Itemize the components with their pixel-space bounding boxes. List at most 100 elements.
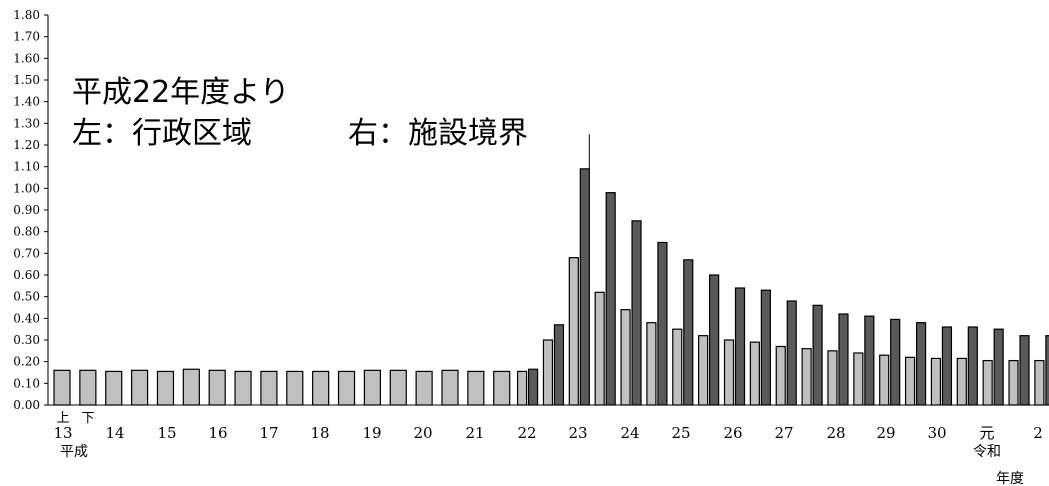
bar-facility: [915, 322, 927, 406]
bar-administrative: [105, 370, 123, 406]
bar-facility: [527, 368, 539, 406]
bar-administrative: [956, 357, 967, 406]
x-tick-label: 25: [671, 424, 690, 442]
bar-administrative: [363, 369, 381, 406]
bar-administrative: [234, 370, 252, 406]
y-tick-label: 1.40: [13, 95, 40, 109]
y-tick-label: 1.00: [13, 181, 40, 195]
x-tick-label: 28: [826, 424, 845, 442]
bar-administrative: [516, 370, 528, 406]
bar-administrative: [182, 368, 200, 406]
bar-administrative: [749, 341, 760, 406]
y-tick-label: 1.20: [13, 138, 40, 152]
bar-facility: [683, 259, 694, 406]
annotation-left-admin: 左：行政区域: [72, 116, 252, 151]
bar-administrative: [208, 369, 226, 406]
bar-administrative: [415, 370, 433, 406]
y-tick-label: 0.30: [13, 333, 40, 347]
x-tick-label: 23: [568, 424, 587, 442]
annotation-right-facility: 右：施設境界: [348, 116, 528, 151]
y-tick-label: 0.40: [13, 311, 40, 325]
bar-administrative: [853, 352, 864, 406]
bar-administrative: [672, 328, 683, 406]
bar-facility: [838, 313, 849, 406]
bar-administrative: [79, 369, 97, 406]
bar-administrative: [337, 370, 356, 406]
bar-administrative: [53, 369, 71, 406]
y-tick-label: 1.50: [13, 73, 40, 87]
y-tick-label: 1.30: [13, 116, 40, 130]
bar-facility: [631, 220, 642, 406]
bar-administrative: [260, 370, 278, 406]
bar-administrative: [620, 309, 631, 406]
x-axis-label: 年度: [996, 471, 1024, 486]
bar-facility: [605, 192, 616, 406]
bar-facility: [890, 318, 901, 406]
bar-administrative: [930, 357, 942, 406]
bar-administrative: [1008, 359, 1019, 406]
bar-administrative: [542, 339, 554, 406]
bar-administrative: [441, 369, 459, 406]
bar-facility: [941, 326, 953, 406]
annotation-since-h22: 平成22年度より: [72, 75, 290, 110]
bar-administrative: [594, 291, 605, 406]
x-tick-label: 2: [1033, 424, 1043, 442]
x-tick-label: 21: [465, 424, 484, 442]
x-tick-label: 13: [53, 424, 72, 442]
x-tick-label: 22: [517, 424, 536, 442]
x-tick-label: 15: [157, 424, 176, 442]
y-tick-label: 1.10: [13, 160, 40, 174]
bar-facility: [864, 315, 875, 406]
y-tick-label: 0.00: [13, 398, 40, 412]
bar-facility: [579, 168, 590, 406]
bar-administrative: [493, 370, 511, 406]
bars-group: [53, 134, 1049, 406]
bar-administrative: [646, 322, 657, 406]
x-tick-label: 16: [208, 424, 227, 442]
bar-facility: [734, 287, 746, 406]
x-tick-label: 20: [413, 424, 432, 442]
y-tick-label: 0.50: [13, 290, 40, 304]
half-period-label: 下: [81, 411, 94, 426]
bar-administrative: [286, 370, 304, 406]
y-tick-label: 0.80: [13, 225, 40, 239]
bar-administrative: [467, 370, 485, 406]
bar-administrative: [775, 345, 786, 406]
x-tick-label: 17: [259, 424, 278, 442]
x-tick-label: 14: [105, 424, 124, 442]
bar-administrative: [698, 335, 709, 406]
y-tick-label: 1.70: [13, 30, 40, 44]
era-label: 平成: [60, 444, 88, 460]
bar-administrative: [312, 370, 330, 406]
bar-administrative: [723, 339, 735, 406]
y-tick-label: 1.80: [13, 8, 40, 22]
bar-administrative: [904, 356, 916, 406]
bar-administrative: [156, 370, 175, 406]
bar-facility: [709, 274, 720, 406]
bar-facility: [553, 324, 565, 406]
bar-administrative: [130, 369, 149, 406]
x-tick-label: 元: [979, 424, 994, 442]
x-tick-label: 29: [876, 424, 895, 442]
y-tick-label: 0.90: [13, 203, 40, 217]
x-tick-label: 24: [620, 424, 639, 442]
bar-facility: [786, 300, 797, 406]
bar-facility: [812, 304, 823, 406]
bar-administrative: [879, 354, 890, 406]
bar-facility: [1019, 335, 1030, 406]
bar-administrative: [389, 369, 407, 406]
y-tick-label: 1.60: [13, 51, 40, 65]
x-tick-label: 19: [362, 424, 381, 442]
bar-facility: [760, 289, 771, 406]
bar-administrative: [827, 350, 838, 406]
y-tick-label: 0.10: [13, 376, 40, 390]
bar-administrative: [568, 257, 579, 406]
y-tick-label: 0.60: [13, 268, 40, 282]
era-label: 令和: [973, 444, 1001, 460]
x-tick-label: 30: [927, 424, 946, 442]
bar-administrative: [1034, 359, 1045, 406]
bar-administrative: [982, 359, 993, 406]
bar-facility: [657, 241, 668, 406]
bar-facility: [967, 326, 978, 406]
